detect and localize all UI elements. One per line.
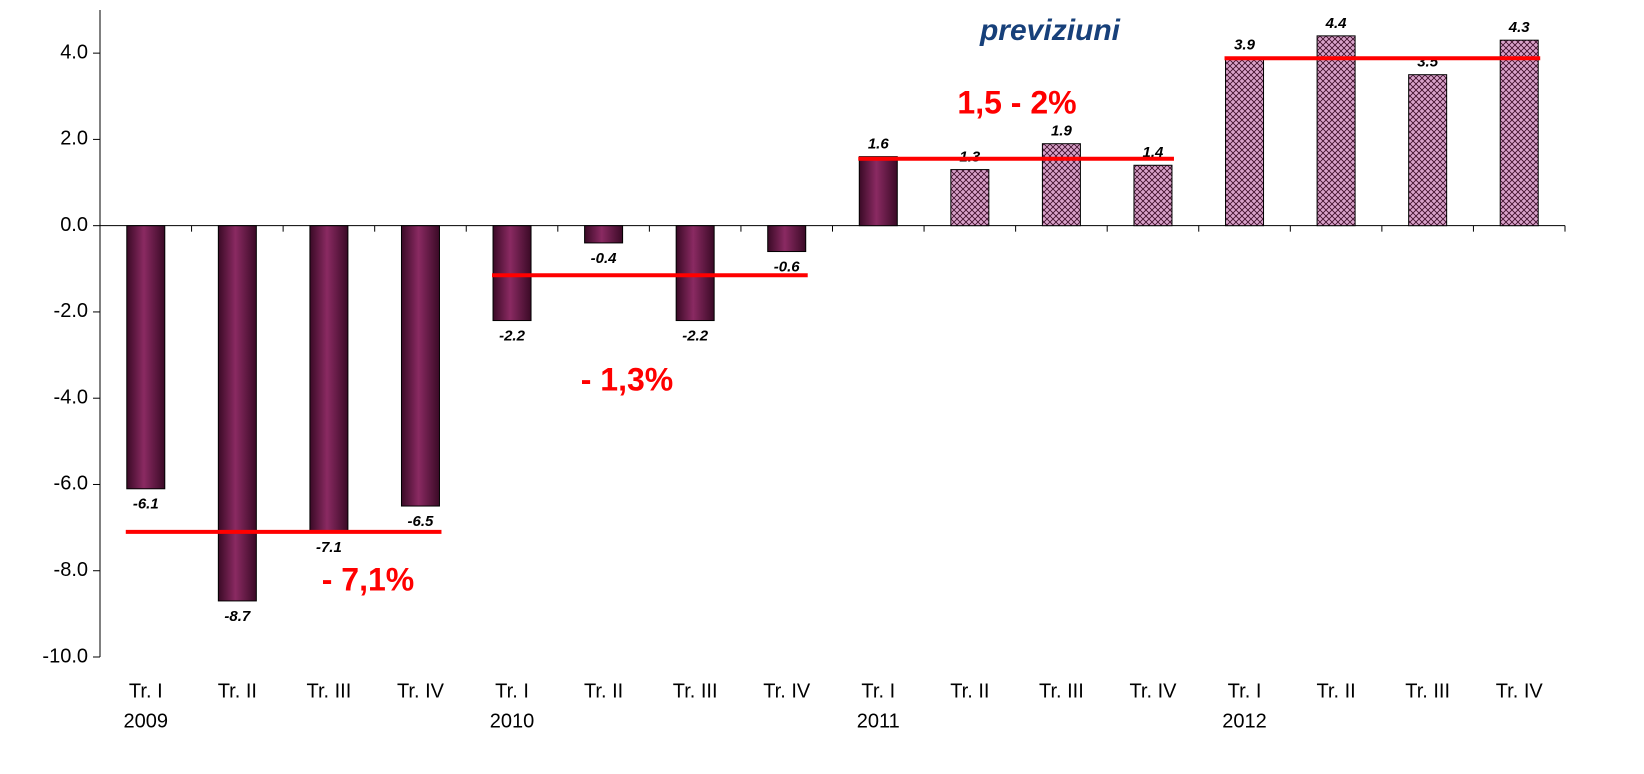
bar	[1499, 39, 1539, 227]
y-tick-label: 2.0	[60, 128, 88, 150]
value-label: -6.1	[133, 496, 159, 513]
annotation: previziuni	[979, 14, 1121, 47]
value-label: 4.3	[1508, 19, 1531, 36]
value-label: 3.9	[1234, 36, 1256, 53]
x-tick-label: Tr. I	[129, 680, 163, 702]
y-tick-label: 4.0	[60, 41, 88, 63]
y-tick-label: -10.0	[42, 645, 88, 667]
average-label: - 7,1%	[322, 561, 414, 597]
x-tick-label: Tr. IV	[397, 680, 445, 702]
bar	[400, 225, 440, 507]
bar	[126, 225, 166, 490]
x-tick-label: Tr. I	[495, 680, 529, 702]
bar	[1041, 143, 1081, 227]
x-tick-label: Tr. II	[218, 680, 257, 702]
x-tick-label: Tr. IV	[1496, 680, 1544, 702]
value-label: 1.6	[868, 136, 890, 153]
value-label: -0.6	[774, 259, 801, 276]
value-label: -2.2	[499, 328, 526, 345]
bar	[309, 225, 349, 533]
year-label: 2011	[857, 710, 900, 732]
value-label: 1.9	[1051, 123, 1073, 140]
bar	[1133, 164, 1173, 227]
x-tick-label: Tr. I	[1228, 680, 1262, 702]
bar	[492, 225, 532, 322]
value-label: -0.4	[591, 250, 618, 267]
x-tick-label: Tr. IV	[1129, 680, 1177, 702]
x-tick-label: Tr. II	[584, 680, 623, 702]
value-label: 3.5	[1417, 54, 1439, 71]
value-label: -6.5	[408, 513, 435, 530]
year-label: 2010	[490, 710, 535, 732]
bar	[217, 225, 257, 602]
y-tick-label: -2.0	[54, 300, 88, 322]
bar	[767, 225, 807, 253]
y-tick-label: -6.0	[54, 473, 88, 495]
value-label: -7.1	[316, 539, 342, 556]
x-tick-label: Tr. II	[950, 680, 989, 702]
value-label: 4.4	[1325, 15, 1348, 32]
y-tick-label: -4.0	[54, 386, 88, 408]
bar	[584, 225, 624, 244]
bar	[858, 156, 898, 227]
value-label: -8.7	[224, 608, 251, 625]
bar	[1408, 74, 1448, 227]
year-label: 2009	[124, 710, 169, 732]
year-label: 2012	[1222, 710, 1267, 732]
bar	[1316, 35, 1356, 227]
x-tick-label: Tr. III	[306, 680, 351, 702]
x-tick-label: Tr. III	[1039, 680, 1084, 702]
value-label: -2.2	[682, 328, 709, 345]
x-tick-label: Tr. IV	[763, 680, 811, 702]
x-tick-label: Tr. II	[1316, 680, 1355, 702]
y-tick-label: -8.0	[54, 559, 88, 581]
bar	[1225, 56, 1265, 227]
x-tick-label: Tr. I	[861, 680, 895, 702]
bar	[675, 225, 715, 322]
bar	[950, 169, 990, 227]
y-tick-label: 0.0	[60, 214, 88, 236]
x-tick-label: Tr. III	[673, 680, 718, 702]
average-label: - 1,3%	[581, 361, 673, 397]
x-tick-label: Tr. III	[1405, 680, 1450, 702]
average-label: 1,5 - 2%	[957, 84, 1076, 120]
